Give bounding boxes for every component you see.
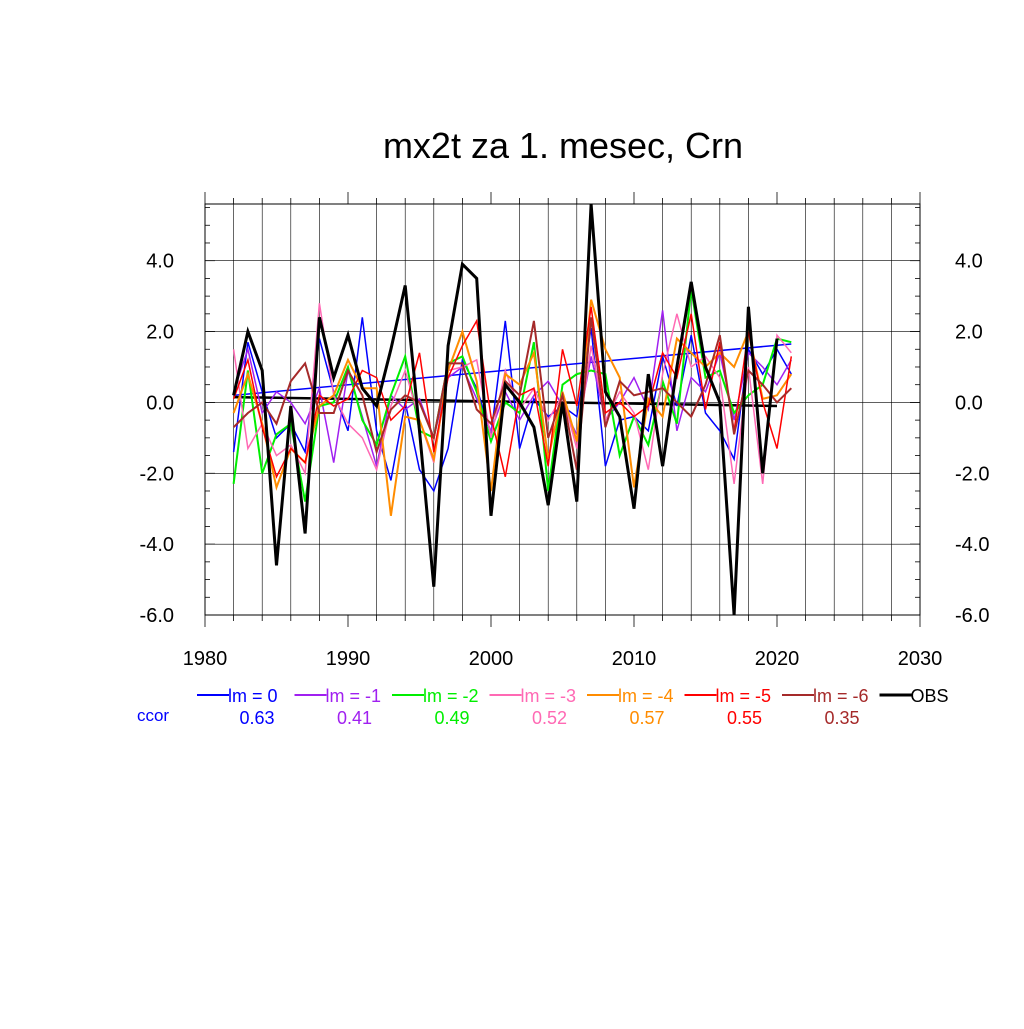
- chart-title: mx2t za 1. mesec, Crn: [383, 125, 743, 166]
- y-tick-label-right: -4.0: [955, 534, 989, 556]
- legend-ccor-value: 0.63: [239, 708, 274, 728]
- series-line: [232, 310, 792, 467]
- y-tick-label-right: 2.0: [955, 322, 983, 344]
- plot-frame: [204, 203, 921, 616]
- legend-label: lm = -5: [716, 686, 772, 706]
- x-tick-label: 2000: [469, 648, 514, 670]
- y-tick-label-right: -2.0: [955, 463, 989, 485]
- x-tick-label: 2010: [612, 648, 657, 670]
- legend-ccor-value: 0.52: [532, 708, 567, 728]
- x-tick-label: 1990: [326, 648, 371, 670]
- x-tick-label: 1980: [183, 648, 228, 670]
- legend-ccor-value: 0.35: [824, 708, 859, 728]
- legend-ccor-value: 0.57: [629, 708, 664, 728]
- legend-label: lm = -4: [618, 686, 674, 706]
- y-tick-label-left: 0.0: [146, 392, 174, 414]
- x-tick-label: 2030: [898, 648, 943, 670]
- legend-label: OBS: [911, 686, 949, 706]
- y-tick-label-left: -6.0: [140, 605, 174, 627]
- x-tick-label: 2020: [755, 648, 800, 670]
- y-tick-label-left: -2.0: [140, 463, 174, 485]
- legend-ccor-value: 0.49: [434, 708, 469, 728]
- legend-ccor-value: 0.55: [727, 708, 762, 728]
- legend-label: lm = -2: [423, 686, 479, 706]
- legend-label: lm = -3: [521, 686, 577, 706]
- y-tick-label-left: -4.0: [140, 534, 174, 556]
- series-line: [232, 306, 793, 479]
- series-layer: [232, 203, 793, 616]
- y-tick-label-left: 2.0: [146, 322, 174, 344]
- y-tick-label-right: 4.0: [955, 251, 983, 273]
- ticks-layer: -6.0 -6.0 -4.0 -4.0 -2.0 -2.0 0.0 0.0 2.0 2.0 4.0 4…: [140, 192, 989, 670]
- y-tick-label-right: 0.0: [955, 392, 983, 414]
- series-line: [232, 317, 793, 470]
- trend-line: [233, 343, 792, 397]
- legend-label: lm = -6: [813, 686, 869, 706]
- legend-ccor-value: 0.41: [337, 708, 372, 728]
- series-line: [232, 317, 792, 493]
- legend-label: lm = -1: [326, 686, 382, 706]
- ccor-label: ccor: [137, 706, 169, 725]
- legend-label: lm = 0: [228, 686, 278, 706]
- y-tick-label-right: -6.0: [955, 605, 989, 627]
- y-tick-label-left: 4.0: [146, 251, 174, 273]
- series-line: [232, 203, 779, 616]
